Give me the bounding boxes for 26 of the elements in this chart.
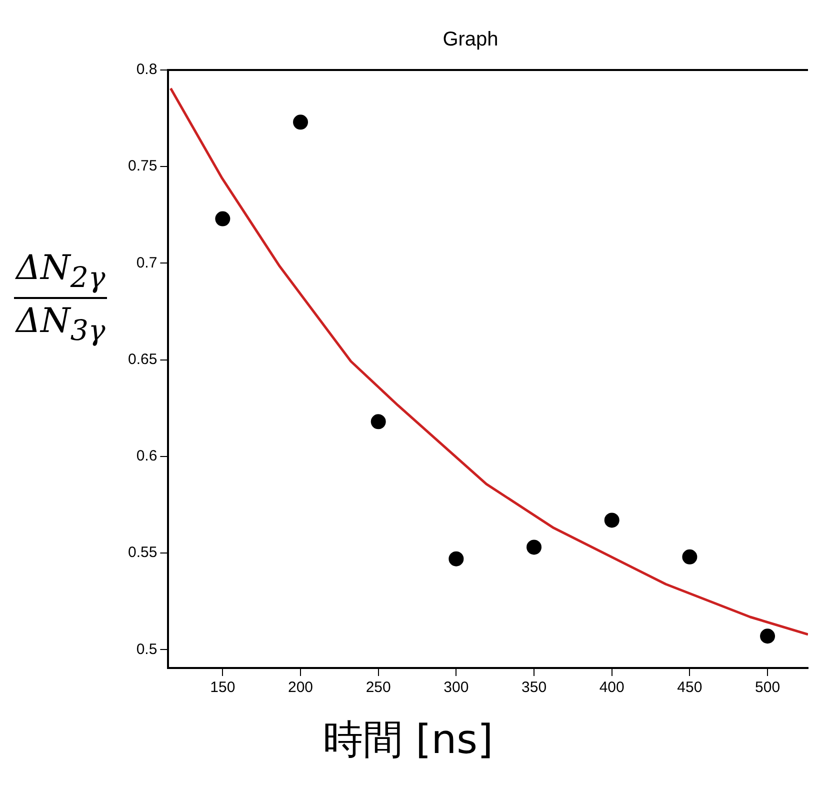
x-tick-label: 300	[444, 679, 469, 696]
point	[604, 512, 620, 528]
y-tick-label: 0.6	[136, 448, 158, 465]
point	[760, 628, 776, 644]
y-axis-title: ΔN$_{2γ}$ ΔN$_{3γ}$	[14, 248, 106, 347]
y-tick-label: 0.65	[128, 350, 158, 368]
point	[526, 540, 542, 555]
y-tick-label: 0.55	[128, 544, 158, 562]
x-tick-label: 450	[677, 679, 702, 696]
y-tick-label: 0.8	[136, 61, 158, 78]
x-tick-label: 250	[366, 679, 391, 696]
y-tick-label: 0.5	[136, 640, 158, 658]
x-axis-title: 時間 [ns]	[322, 716, 494, 765]
x-tick-label: 200	[288, 679, 314, 696]
chart-title: Graph	[442, 28, 498, 51]
point	[370, 414, 386, 430]
point	[682, 549, 698, 564]
point	[448, 551, 464, 566]
x-tick-label: 350	[522, 679, 547, 696]
point	[215, 211, 230, 226]
y-tick-label: 0.75	[128, 158, 158, 175]
x-tick-label: 150	[210, 679, 236, 696]
x-tick-label: 500	[755, 679, 780, 696]
x-tick-label: 400	[599, 679, 624, 696]
point	[293, 114, 308, 130]
y-tick-label: 0.7	[136, 254, 158, 272]
